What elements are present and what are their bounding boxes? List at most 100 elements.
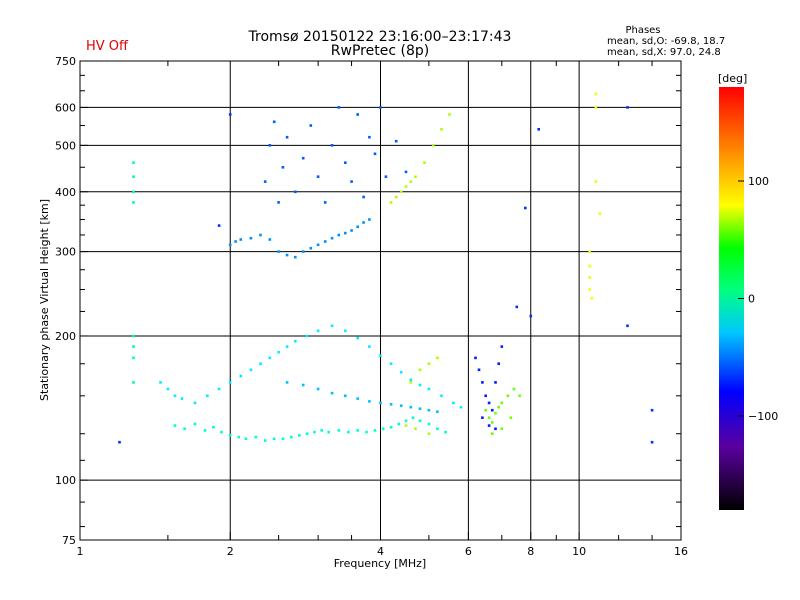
data-point	[414, 427, 417, 431]
data-point	[650, 408, 654, 412]
data-point	[344, 329, 347, 333]
data-point	[409, 378, 413, 382]
data-point	[330, 144, 334, 147]
data-point	[132, 356, 135, 360]
data-point	[626, 106, 629, 109]
data-point	[132, 201, 135, 204]
data-point	[500, 345, 504, 348]
data-point	[356, 113, 359, 116]
phases-o-mode: mean, sd,O: -69.8, 18.7	[607, 36, 725, 47]
data-point	[427, 422, 431, 426]
phases-title: Phases	[625, 25, 660, 36]
data-point	[313, 430, 316, 434]
data-point	[506, 394, 510, 398]
data-point	[217, 387, 221, 391]
data-point	[344, 161, 347, 164]
data-point	[344, 231, 347, 235]
data-point	[298, 434, 301, 437]
data-point	[509, 416, 513, 419]
data-point	[524, 206, 527, 210]
data-point	[356, 397, 359, 400]
y-tick-label: 400	[55, 186, 76, 199]
colorbar-label: [deg]	[718, 72, 747, 85]
data-point	[212, 425, 215, 429]
y-tick-label: 200	[55, 330, 76, 343]
data-point	[344, 394, 347, 398]
data-point	[239, 374, 243, 378]
data-point	[203, 429, 207, 432]
data-point	[459, 405, 463, 409]
data-point	[427, 387, 431, 391]
data-point	[431, 144, 435, 147]
data-point	[234, 240, 237, 243]
y-axis-label: Stationary phase Virtual Height [km]	[38, 199, 51, 401]
y-tick-label: 750	[55, 55, 76, 68]
data-point	[494, 411, 497, 415]
data-point	[362, 195, 365, 199]
y-tick-label: 600	[55, 101, 76, 114]
data-point	[452, 401, 455, 405]
data-point	[285, 253, 289, 257]
data-point	[337, 233, 341, 237]
data-point	[356, 225, 359, 229]
data-point	[309, 246, 313, 250]
data-point	[350, 180, 353, 183]
data-point	[436, 427, 439, 431]
data-point	[518, 394, 521, 398]
data-point	[290, 435, 293, 439]
data-point	[373, 429, 377, 432]
colorbar-tick-label: −100	[748, 410, 778, 423]
data-point	[399, 190, 403, 194]
data-point	[594, 106, 598, 109]
data-point	[404, 185, 408, 188]
data-point	[368, 135, 371, 139]
data-point	[193, 401, 197, 405]
data-point	[356, 429, 359, 432]
data-point	[368, 218, 371, 221]
data-point	[512, 387, 516, 391]
chart-subtitle: RwPretec (8p)	[331, 43, 429, 59]
data-point	[389, 362, 393, 365]
data-point	[132, 381, 135, 384]
data-point	[337, 429, 341, 432]
data-point	[588, 288, 591, 291]
data-point	[294, 339, 297, 343]
data-point	[263, 439, 267, 442]
data-point	[132, 175, 135, 178]
data-point	[494, 381, 497, 384]
x-tick-labels: 1 2 4 6 8 10 16	[77, 532, 688, 558]
data-point	[537, 128, 540, 131]
data-point	[166, 387, 170, 391]
data-point	[626, 324, 629, 328]
data-point	[249, 236, 253, 240]
data-point	[487, 424, 491, 427]
data-point	[132, 345, 135, 348]
x-tick-label: 6	[465, 545, 472, 558]
x-tick-label: 1	[77, 545, 84, 558]
data-point	[594, 180, 598, 183]
data-point	[173, 424, 177, 427]
x-axis-label: Frequency [MHz]	[334, 557, 426, 570]
data-point	[411, 416, 415, 419]
data-point	[316, 387, 320, 391]
data-point	[590, 296, 594, 300]
data-point	[323, 240, 327, 243]
phases-x-mode: mean, sd,X: 97.0, 24.8	[607, 47, 721, 58]
data-point	[399, 370, 403, 374]
data-point	[588, 276, 591, 279]
data-point	[389, 425, 393, 429]
data-point	[281, 437, 285, 441]
data-point	[487, 401, 491, 405]
data-point	[491, 408, 494, 412]
data-point	[263, 180, 267, 183]
data-point	[404, 419, 408, 423]
data-point	[220, 430, 223, 434]
data-point	[594, 92, 598, 96]
data-point	[239, 238, 243, 241]
data-point	[588, 250, 591, 253]
data-point	[481, 416, 484, 419]
data-point	[228, 113, 232, 116]
data-point	[404, 424, 408, 427]
y-tick-label: 300	[55, 246, 76, 259]
